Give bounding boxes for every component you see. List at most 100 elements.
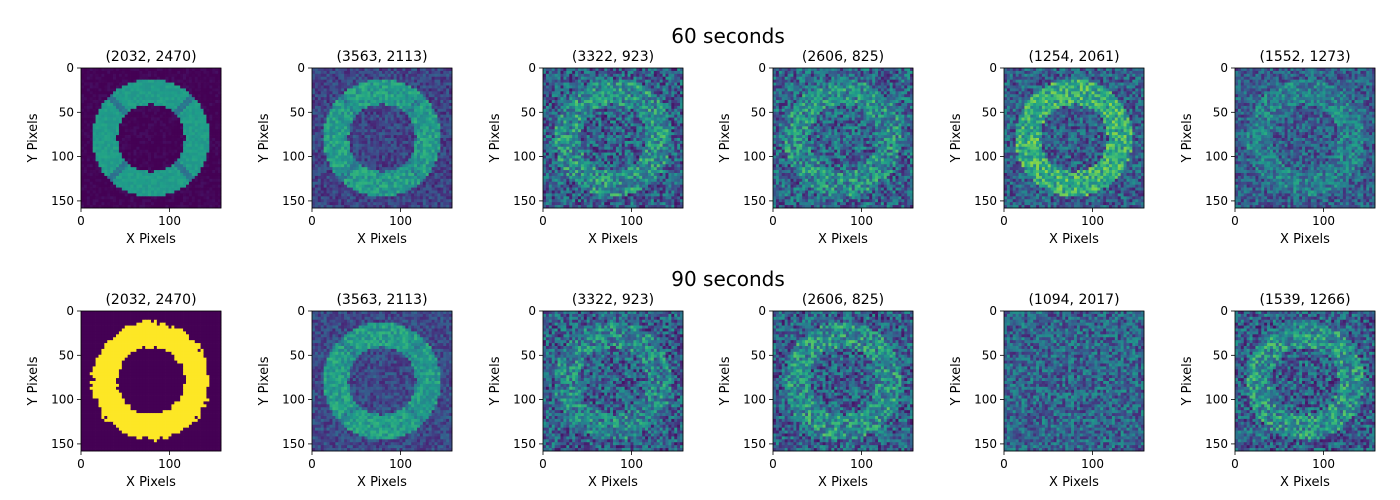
image-pixel — [435, 80, 438, 83]
image-pixel — [119, 103, 122, 106]
image-pixel — [215, 94, 218, 97]
image-pixel — [440, 179, 443, 182]
image-pixel — [113, 158, 116, 161]
image-pixel — [631, 80, 634, 83]
image-pixel — [204, 141, 207, 144]
image-pixel — [446, 100, 449, 103]
image-pixel — [324, 176, 327, 179]
image-pixel — [437, 126, 440, 129]
image-pixel — [417, 112, 420, 115]
image-pixel — [639, 83, 642, 86]
image-pixel — [446, 68, 449, 71]
image-pixel — [388, 158, 391, 161]
image-pixel — [148, 123, 151, 126]
image-pixel — [660, 86, 663, 89]
image-pixel — [429, 112, 432, 115]
image-pixel — [87, 80, 90, 83]
image-pixel — [318, 167, 321, 170]
image-pixel — [183, 193, 186, 196]
image-pixel — [192, 150, 195, 153]
image-pixel — [195, 167, 198, 170]
image-pixel — [142, 94, 145, 97]
image-pixel — [315, 144, 318, 147]
image-pixel — [192, 83, 195, 86]
image-pixel — [104, 144, 107, 147]
image-pixel — [189, 68, 192, 71]
image-pixel — [341, 170, 344, 173]
image-pixel — [660, 80, 663, 83]
image-pixel — [432, 129, 435, 132]
image-pixel — [198, 156, 201, 159]
image-pixel — [414, 68, 417, 71]
image-pixel — [104, 91, 107, 94]
image-pixel — [327, 129, 330, 132]
image-pixel — [324, 121, 327, 124]
image-pixel — [148, 156, 151, 159]
image-pixel — [177, 97, 180, 100]
image-pixel — [113, 86, 116, 89]
image-pixel — [131, 100, 134, 103]
image-pixel — [563, 80, 566, 83]
image-pixel — [674, 71, 677, 74]
image-pixel — [429, 196, 432, 199]
image-pixel — [134, 167, 137, 170]
image-pixel — [201, 94, 204, 97]
image-pixel — [198, 153, 201, 156]
image-pixel — [169, 88, 172, 91]
image-pixel — [347, 138, 350, 141]
image-pixel — [215, 156, 218, 159]
image-pixel — [402, 164, 405, 167]
image-pixel — [400, 170, 403, 173]
image-pixel — [435, 129, 438, 132]
image-pixel — [122, 118, 125, 121]
image-pixel — [382, 112, 385, 115]
image-pixel — [110, 141, 113, 144]
image-pixel — [93, 94, 96, 97]
image-pixel — [212, 94, 215, 97]
image-pixel — [408, 164, 411, 167]
image-pixel — [160, 129, 163, 132]
image-pixel — [376, 202, 379, 205]
image-pixel — [356, 112, 359, 115]
image-pixel — [555, 88, 558, 91]
image-pixel — [347, 153, 350, 156]
image-pixel — [394, 83, 397, 86]
image-pixel — [177, 86, 180, 89]
image-pixel — [209, 115, 212, 118]
image-pixel — [198, 109, 201, 112]
image-pixel — [139, 150, 142, 153]
image-pixel — [362, 188, 365, 191]
image-pixel — [408, 100, 411, 103]
image-pixel — [125, 156, 128, 159]
image-pixel — [81, 141, 84, 144]
image-pixel — [101, 147, 104, 150]
image-pixel — [183, 126, 186, 129]
image-pixel — [379, 77, 382, 80]
image-pixel — [145, 135, 148, 138]
image-pixel — [186, 106, 189, 109]
image-pixel — [151, 193, 154, 196]
image-pixel — [157, 94, 160, 97]
image-pixel — [134, 77, 137, 80]
image-pixel — [204, 74, 207, 77]
image-pixel — [432, 196, 435, 199]
image-pixel — [90, 153, 93, 156]
image-pixel — [388, 77, 391, 80]
image-pixel — [388, 193, 391, 196]
image-pixel — [125, 185, 128, 188]
image-pixel — [437, 68, 440, 71]
image-pixel — [145, 199, 148, 202]
image-pixel — [432, 176, 435, 179]
image-pixel — [192, 170, 195, 173]
image-pixel — [385, 199, 388, 202]
image-pixel — [382, 144, 385, 147]
image-pixel — [440, 71, 443, 74]
image-pixel — [400, 182, 403, 185]
image-pixel — [189, 100, 192, 103]
image-pixel — [119, 77, 122, 80]
image-pixel — [388, 86, 391, 89]
image-pixel — [93, 170, 96, 173]
image-pixel — [180, 94, 183, 97]
image-pixel — [209, 74, 212, 77]
image-pixel — [119, 135, 122, 138]
